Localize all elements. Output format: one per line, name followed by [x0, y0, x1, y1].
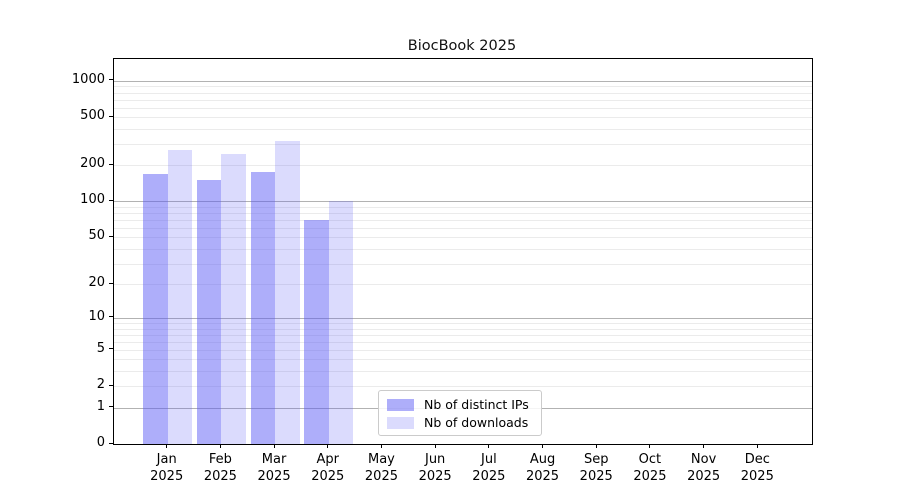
x-tick-label-jan-2025: Jan 2025 [150, 452, 184, 484]
gridline-minor-7 [114, 334, 812, 336]
y-tick-mark-10 [109, 316, 113, 318]
x-tick-mark-apr-2025 [327, 444, 329, 448]
x-tick-mark-may-2025 [380, 444, 382, 448]
y-tick-mark-100 [109, 199, 113, 201]
gridline-minor-400 [114, 129, 812, 131]
gridline-minor-200 [114, 165, 812, 167]
legend-swatch-downloads [387, 416, 414, 429]
y-tick-mark-5 [109, 348, 113, 350]
x-tick-label-feb-2025: Feb 2025 [203, 452, 237, 484]
gridline-minor-80 [114, 213, 812, 215]
legend: Nb of distinct IPs Nb of downloads [378, 390, 542, 436]
y-tick-label-50: 50 [88, 228, 105, 244]
gridline-minor-3 [114, 371, 812, 373]
gridline-minor-40 [114, 248, 812, 250]
gridline-minor-60 [114, 227, 812, 229]
gridline-minor-2 [114, 386, 812, 388]
chart-title: BiocBook 2025 [407, 38, 517, 54]
gridline-minor-6 [114, 341, 812, 343]
gridline-major-10 [114, 317, 812, 319]
y-tick-label-1: 1 [96, 398, 105, 414]
y-tick-mark-500 [109, 115, 113, 117]
legend-entry-distinct-ips: Nb of distinct IPs [387, 396, 533, 413]
x-tick-mark-jul-2025 [488, 444, 490, 448]
gridline-minor-5 [114, 349, 812, 351]
x-tick-label-nov-2025: Nov 2025 [687, 452, 721, 484]
gridline-minor-8 [114, 328, 812, 330]
bar-nb-of-distinct-ips-feb-2025 [196, 180, 222, 444]
y-tick-mark-0 [109, 442, 113, 444]
y-tick-label-20: 20 [88, 275, 105, 290]
gridline-minor-500 [114, 117, 812, 119]
x-tick-mark-dec-2025 [756, 444, 758, 448]
legend-entry-downloads: Nb of downloads [387, 414, 533, 431]
x-tick-label-aug-2025: Aug 2025 [525, 452, 560, 484]
gridline-major-100 [114, 201, 812, 203]
x-tick-label-sep-2025: Sep 2025 [579, 452, 613, 484]
bar-nb-of-distinct-ips-mar-2025 [250, 172, 276, 444]
gridline-minor-30 [114, 263, 812, 265]
gridline-major-1000 [114, 80, 812, 82]
gridline-minor-70 [114, 219, 812, 221]
y-tick-label-1000: 1000 [71, 71, 105, 87]
y-tick-mark-2 [109, 384, 113, 386]
y-tick-mark-50 [109, 235, 113, 237]
gridline-minor-900 [114, 86, 812, 88]
y-tick-label-100: 100 [80, 192, 105, 208]
bar-nb-of-distinct-ips-jan-2025 [143, 173, 168, 444]
x-tick-label-dec-2025: Dec 2025 [740, 452, 774, 484]
gridline-minor-600 [114, 107, 812, 109]
y-tick-mark-1000 [109, 79, 113, 81]
y-tick-label-0: 0 [96, 435, 105, 450]
gridline-minor-300 [114, 144, 812, 146]
gridline-minor-9 [114, 323, 812, 324]
plot-area [113, 58, 813, 445]
x-tick-label-oct-2025: Oct 2025 [633, 452, 667, 484]
y-tick-label-500: 500 [80, 108, 105, 124]
bar-nb-of-downloads-feb-2025 [221, 153, 246, 444]
legend-swatch-distinct-ips [387, 398, 414, 411]
x-tick-mark-oct-2025 [649, 444, 651, 448]
y-tick-mark-20 [109, 282, 113, 284]
gridline-minor-4 [114, 359, 812, 361]
bar-nb-of-downloads-mar-2025 [275, 140, 300, 444]
gridline-minor-90 [114, 206, 812, 208]
bar-nb-of-downloads-jan-2025 [167, 149, 193, 444]
gridline-minor-50 [114, 237, 812, 239]
x-tick-label-apr-2025: Apr 2025 [311, 452, 345, 484]
gridline-minor-20 [114, 284, 812, 285]
x-tick-label-may-2025: May 2025 [364, 452, 398, 484]
y-tick-mark-1 [109, 406, 113, 408]
bar-nb-of-distinct-ips-apr-2025 [304, 219, 329, 444]
y-tick-label-5: 5 [96, 340, 105, 356]
bar-nb-of-downloads-apr-2025 [328, 201, 354, 444]
legend-label-downloads: Nb of downloads [424, 415, 529, 430]
legend-label-distinct-ips: Nb of distinct IPs [424, 397, 529, 412]
y-tick-label-10: 10 [88, 308, 105, 324]
x-tick-mark-nov-2025 [703, 444, 705, 448]
x-tick-mark-mar-2025 [273, 444, 275, 448]
x-tick-mark-jun-2025 [434, 444, 436, 448]
gridline-minor-800 [114, 92, 812, 94]
gridline-minor-700 [114, 99, 812, 101]
y-tick-label-200: 200 [80, 156, 105, 172]
x-tick-label-mar-2025: Mar 2025 [257, 452, 291, 484]
x-tick-mark-jan-2025 [166, 444, 168, 448]
x-tick-mark-feb-2025 [219, 444, 221, 448]
y-tick-mark-200 [109, 163, 113, 165]
x-tick-mark-aug-2025 [542, 444, 544, 448]
x-tick-label-jul-2025: Jul 2025 [472, 452, 506, 484]
y-tick-label-2: 2 [96, 377, 105, 393]
x-tick-label-jun-2025: Jun 2025 [418, 452, 452, 484]
x-tick-mark-sep-2025 [595, 444, 597, 448]
